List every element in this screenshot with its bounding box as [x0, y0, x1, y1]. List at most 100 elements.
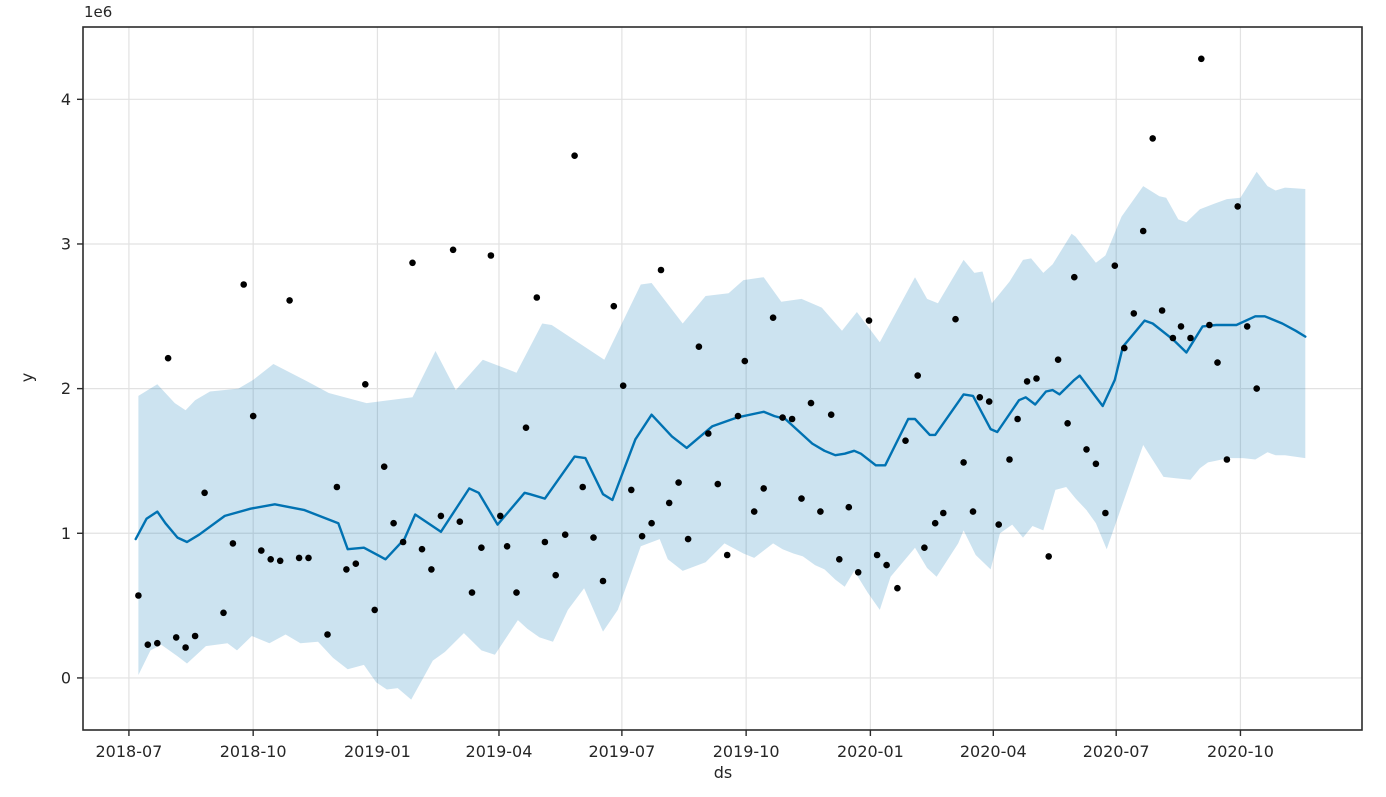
x-tick-label: 2019-04	[466, 742, 533, 761]
scatter-point	[1149, 135, 1156, 142]
scatter-point	[1223, 456, 1231, 463]
y-tick-label: 1	[61, 524, 71, 543]
scatter-point	[845, 503, 853, 511]
x-tick-label: 2018-10	[220, 742, 287, 761]
uncertainty-band	[138, 171, 1306, 700]
uncertainty-band-polygon	[138, 171, 1306, 700]
x-tick-label: 2020-07	[1083, 742, 1150, 761]
scatter-point	[1169, 334, 1177, 342]
x-tick-label: 2019-01	[344, 742, 411, 761]
scatter-point	[921, 544, 928, 551]
forecast-line	[134, 315, 1307, 561]
scatter-point	[714, 480, 722, 488]
scatter-point	[1121, 344, 1128, 352]
scatter-point	[836, 556, 843, 563]
x-axis-label: ds	[713, 763, 733, 782]
scatter-point	[409, 259, 416, 267]
scatter-point	[324, 631, 331, 638]
scatter-point	[1111, 262, 1119, 270]
scatter-point	[503, 543, 511, 550]
scatter-point	[1139, 227, 1147, 235]
scatter-point	[1092, 460, 1100, 468]
x-tick-label: 2020-01	[837, 742, 904, 761]
scatter-point	[695, 343, 703, 351]
scatter-point	[1071, 273, 1078, 281]
scatter-point	[191, 632, 199, 640]
scatter-point	[769, 314, 777, 322]
axes-border	[82, 26, 1363, 731]
scatter-point	[1023, 378, 1031, 385]
scatter-point	[561, 531, 569, 538]
scatter-point	[610, 302, 618, 310]
scatter-point	[1198, 55, 1205, 63]
scatter-point	[249, 412, 257, 420]
scatter-point	[1102, 509, 1109, 517]
scatter-point	[276, 557, 284, 565]
scatter-point	[362, 381, 369, 388]
scatter-point	[579, 483, 586, 491]
scatter-point	[995, 521, 1002, 528]
forecast-line-path	[134, 315, 1307, 561]
scatter-point	[798, 495, 805, 502]
scatter-point	[172, 634, 180, 641]
scatter-point	[1045, 553, 1052, 560]
scatter-point	[705, 430, 712, 437]
scatter-point	[590, 534, 597, 541]
scatter-point	[497, 512, 504, 520]
scatter-point	[1130, 310, 1138, 317]
scatter-point	[418, 545, 426, 553]
x-tick-label: 2020-04	[960, 742, 1027, 761]
scatter-point	[985, 398, 993, 405]
scatter-point	[1064, 420, 1071, 427]
scatter-point	[684, 535, 692, 543]
scatter-point	[1177, 323, 1185, 330]
scatter-point	[182, 644, 189, 651]
scatter-point	[940, 509, 947, 517]
scatter-point	[969, 508, 977, 515]
x-tick-label: 2019-07	[588, 742, 655, 761]
scatter-point	[675, 479, 682, 486]
scatter-point	[976, 394, 984, 401]
scatter-point	[380, 463, 388, 471]
scatter-point	[1206, 321, 1213, 329]
scatter-point	[333, 483, 341, 491]
scatter-point	[1253, 385, 1260, 392]
scatter-point	[914, 372, 921, 379]
scatter-point	[240, 281, 247, 288]
scatter-point	[1214, 359, 1221, 366]
scatter-point	[952, 315, 959, 323]
scatter-point	[865, 317, 873, 324]
scatter-point	[638, 532, 646, 540]
scatter-point	[1187, 334, 1194, 342]
scatter-point	[343, 566, 350, 573]
x-tick-label: 2018-07	[95, 742, 162, 761]
scatter-point	[960, 459, 967, 466]
scatter-point	[1006, 456, 1013, 463]
y-tick-label: 0	[61, 668, 71, 687]
scatter-point	[449, 246, 457, 254]
scatter-point	[522, 424, 530, 432]
gridlines	[83, 27, 1362, 730]
axes-spines	[82, 26, 1363, 731]
scatter-point	[741, 357, 749, 365]
scatter-point	[1033, 375, 1040, 382]
scatter-point	[487, 252, 495, 259]
scatter-point	[135, 592, 142, 599]
y-axis-offset-text: 1e6	[84, 3, 113, 21]
scatter-point	[665, 499, 673, 507]
scatter-point	[371, 606, 379, 614]
scatter-point	[399, 538, 407, 546]
scatter-point	[1234, 203, 1241, 210]
scatter-point	[648, 519, 655, 527]
scatter-point	[873, 551, 881, 559]
y-tick-label: 4	[61, 90, 71, 109]
scatter-point	[390, 519, 397, 527]
scatter-point	[894, 584, 901, 592]
scatter-point	[723, 551, 731, 559]
scatter-point	[807, 399, 815, 407]
y-tick-label: 3	[61, 234, 71, 253]
scatter-point	[619, 382, 627, 390]
scatter-point	[788, 415, 796, 423]
